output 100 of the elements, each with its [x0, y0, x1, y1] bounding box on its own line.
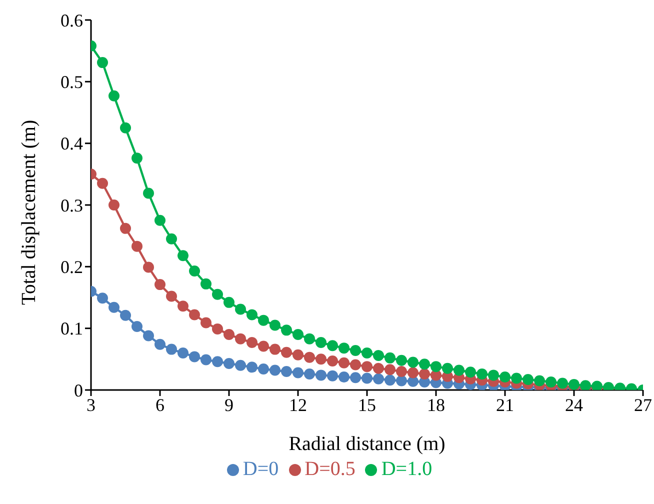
point [500, 372, 510, 383]
y-tick-label: 0.4 [60, 134, 83, 154]
point [384, 364, 396, 376]
point [258, 314, 269, 326]
point [350, 372, 361, 384]
point [143, 188, 154, 199]
legend-label: D=1.0 [381, 458, 432, 480]
y-tick-label: 0 [74, 380, 83, 400]
point [200, 317, 212, 328]
point [178, 300, 188, 312]
point [292, 367, 304, 378]
point [454, 364, 464, 376]
point [316, 337, 326, 348]
y-tick-label: 0.2 [60, 257, 83, 278]
point [246, 309, 258, 320]
point [212, 323, 223, 334]
point [419, 358, 430, 370]
y-axis-title: Total displacement (m) [18, 120, 40, 305]
point [154, 214, 166, 226]
point [235, 360, 246, 371]
point [258, 364, 269, 375]
y-tick-label: 0.3 [60, 195, 83, 216]
x-tick-label: 9 [224, 394, 234, 415]
point [108, 200, 120, 210]
point [154, 279, 166, 290]
point [224, 358, 234, 369]
point [362, 348, 372, 358]
point [246, 337, 258, 348]
point [120, 310, 131, 321]
point [281, 324, 292, 336]
point [430, 361, 442, 372]
point [488, 370, 499, 381]
point [258, 340, 269, 352]
point [132, 240, 142, 252]
point [178, 250, 188, 262]
point [292, 349, 304, 360]
point [476, 368, 488, 380]
x-tick-label: 21 [496, 394, 514, 415]
point [97, 178, 108, 189]
legend-label: D=0.5 [304, 458, 356, 480]
point [212, 356, 223, 368]
point [108, 90, 120, 102]
x-tick-label: 18 [427, 394, 445, 415]
point [327, 370, 338, 382]
point [396, 354, 407, 366]
point [270, 320, 280, 331]
point [281, 366, 292, 377]
point [408, 376, 418, 387]
point [568, 378, 580, 390]
point [224, 329, 234, 340]
point [166, 233, 177, 244]
point [97, 57, 108, 68]
x-tick-label: 6 [156, 394, 164, 415]
x-tick-label: 24 [565, 394, 583, 415]
point [373, 373, 384, 384]
point [316, 370, 326, 381]
point [189, 265, 200, 276]
point [97, 292, 108, 304]
point [338, 357, 350, 368]
point [465, 366, 476, 378]
point [246, 362, 258, 373]
y-tick-label: 0.5 [60, 72, 83, 92]
point [557, 378, 568, 389]
point [327, 340, 338, 352]
point [511, 372, 522, 384]
point [304, 333, 315, 344]
point [396, 375, 407, 386]
point [408, 367, 418, 378]
point [189, 309, 200, 320]
point [522, 374, 534, 386]
point [373, 350, 384, 361]
point [143, 262, 154, 273]
point [212, 288, 223, 300]
x-tick-label: 3 [86, 394, 96, 415]
point [132, 320, 142, 332]
point [108, 302, 120, 313]
point [338, 372, 350, 383]
point [200, 278, 212, 290]
point [292, 329, 304, 340]
point [350, 345, 361, 356]
point [120, 222, 131, 234]
point [200, 354, 212, 366]
point [224, 296, 234, 308]
point [143, 330, 154, 342]
point [304, 352, 315, 363]
point [178, 348, 188, 358]
point [384, 374, 396, 386]
point [327, 356, 338, 367]
point [189, 351, 200, 362]
point [270, 364, 280, 376]
y-tick-label: 0.1 [60, 318, 83, 339]
point [154, 338, 166, 350]
point [166, 344, 177, 355]
y-tick-label: 0.6 [60, 10, 83, 30]
point [281, 346, 292, 358]
point [362, 372, 372, 384]
point [408, 356, 418, 368]
point [362, 361, 372, 372]
legend-label: D=0 [242, 458, 279, 480]
point [384, 352, 396, 364]
